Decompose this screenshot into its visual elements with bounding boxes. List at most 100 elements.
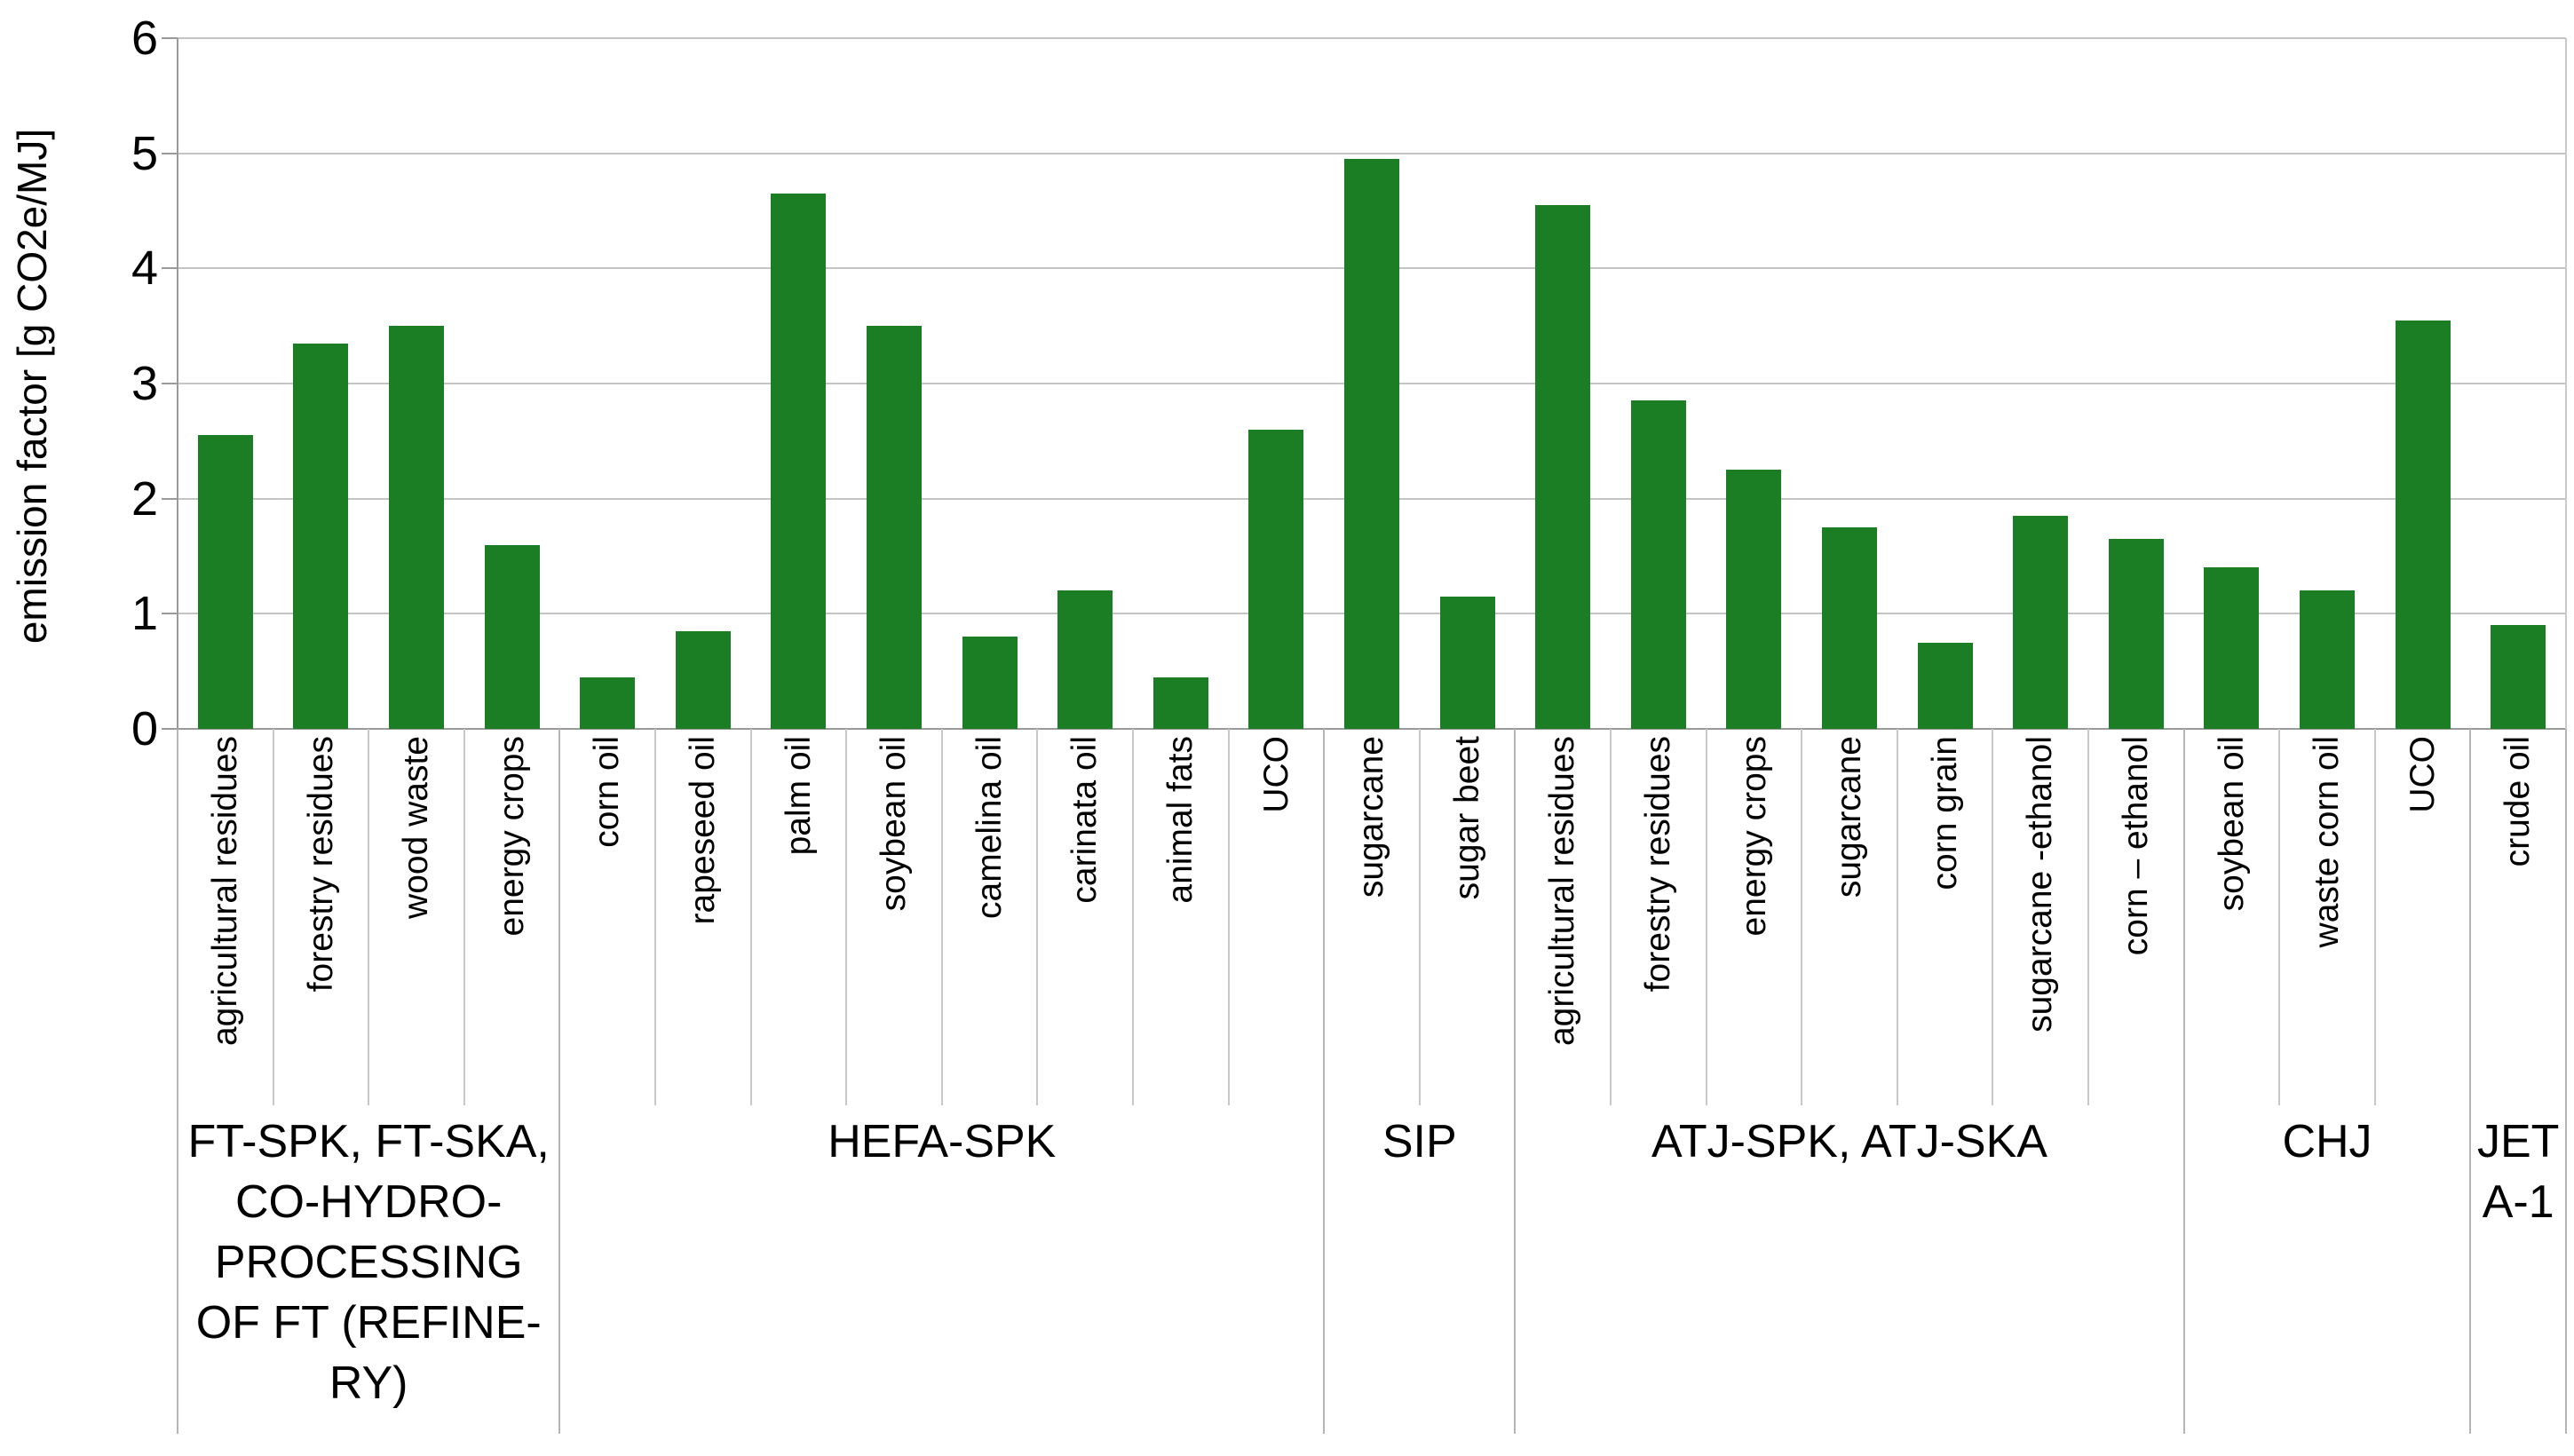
label-separator [1610,729,1612,1105]
x-tick-label: corn oil [588,736,627,848]
label-separator [1992,729,1994,1105]
bar-corn-ethanol [2108,539,2164,729]
label-separator [845,729,848,1105]
label-separator [940,729,943,1105]
label-separator [1132,729,1134,1105]
group-label: JET A-1 [2470,1112,2566,1232]
label-separator [1801,729,1803,1105]
label-separator [1036,729,1039,1105]
x-tick-label: crude oil [2499,736,2538,867]
group-separator [2469,729,2472,1434]
label-separator [463,729,465,1105]
group-label-line: PROCESSING [214,1237,523,1288]
label-separator [1227,729,1230,1105]
bar-camelina-oil [962,637,1018,729]
bar-uco [2395,320,2451,729]
label-separator [1705,729,1707,1105]
x-tick-label: agricultural residues [206,736,244,1047]
bar-soybean-oil [867,326,922,729]
x-tick-label: forestry residues [1639,736,1677,993]
label-separator [2373,729,2376,1105]
x-tick-label: agricultural residues [1543,736,1582,1047]
group-label: SIP [1324,1112,1515,1172]
x-tick-label: energy crops [1734,736,1773,937]
x-tick-label: sugar beet [1447,736,1486,900]
group-label-line: OF FT (REFINE- [195,1297,542,1349]
y-tick-mark-6 [162,37,178,39]
label-separator [272,729,274,1105]
bar-forestry-residues [1630,400,1686,729]
bar-sugarcane [1344,159,1399,729]
x-tick-label: corn grain [1925,736,1964,890]
group-label-line: CO-HYDRO- [234,1176,503,1228]
y-tick-mark-1 [162,613,178,615]
y-tick-label-6: 6 [131,12,158,65]
label-separator [2087,729,2089,1105]
group-separator [1514,729,1517,1434]
x-tick-label: carinata oil [1065,736,1105,904]
group-label-line: SIP [1382,1116,1457,1167]
y-tick-label-5: 5 [131,126,158,180]
bar-palm-oil [771,194,827,729]
bar-agricultural-residues [197,435,253,729]
label-separator [2278,729,2281,1105]
y-tick-label-1: 1 [131,587,158,641]
group-separator [558,729,561,1434]
bar-rapeseed-oil [675,630,731,729]
x-tick-label: energy crops [492,736,531,937]
group-label: FT-SPK, FT-SKA, CO-HYDRO- PROCESSING OF FT … [178,1112,559,1413]
bar-corn-oil [580,677,636,729]
gridline-y0 [178,728,2566,730]
bar-agricultural-residues [1535,205,1591,729]
gridline-y5 [178,152,2566,154]
bar-crude-oil [2491,625,2546,729]
x-tick-label: animal fats [1161,736,1200,904]
gridline-y6 [178,37,2566,39]
group-label: ATJ-SPK, ATJ-SKA [1515,1112,2183,1172]
x-tick-label: sugarcane [1830,736,1869,898]
y-tick-label-4: 4 [131,241,158,296]
y-tick-label-3: 3 [131,357,158,410]
y-tick-label-0: 0 [131,702,158,756]
bar-sugar-beet [1439,596,1495,729]
bar-waste-corn-oil [2300,590,2355,729]
bar-corn-grain [1917,642,1973,729]
label-separator [1896,729,1898,1105]
group-separator [2565,729,2567,1434]
y-tick-mark-3 [162,383,178,384]
y-tick-mark-0 [162,728,178,730]
group-label: HEFA-SPK [559,1112,1324,1172]
group-label: CHJ [2184,1112,2471,1172]
x-tick-label: waste corn oil [2308,736,2347,948]
label-separator [368,729,370,1105]
bar-sugarcane [1822,527,1877,729]
y-tick-label-2: 2 [131,471,158,526]
group-label-line: HEFA-SPK [828,1116,1057,1167]
x-tick-label: sugarcane -ethanol [2021,736,2060,1033]
bar-animal-fats [1152,677,1208,729]
group-label-line: CHJ [2282,1116,2372,1167]
x-tick-label: palm oil [779,736,818,856]
x-tick-label: corn – ethanol [2117,736,2155,956]
group-label-line: JET [2476,1116,2560,1167]
bar-sugarcane-ethanol [2013,516,2069,729]
bar-uco [1248,429,1304,729]
bar-soybean-oil [2204,567,2260,729]
bar-wood-waste [389,326,444,729]
label-separator [654,729,656,1105]
group-label-line: ATJ-SPK, ATJ-SKA [1651,1116,2047,1167]
y-tick-mark-2 [162,497,178,500]
y-tick-mark-4 [162,267,178,270]
bar-energy-crops [1726,470,1782,729]
x-tick-label: soybean oil [2212,736,2251,912]
group-label-line: RY) [329,1357,408,1409]
x-tick-label: camelina oil [970,736,1009,919]
group-separator [2182,729,2185,1434]
bar-forestry-residues [293,343,349,729]
label-separator [1418,729,1421,1105]
group-separator [177,729,178,1434]
plot-right-border [2565,38,2567,729]
bar-energy-crops [484,544,540,729]
